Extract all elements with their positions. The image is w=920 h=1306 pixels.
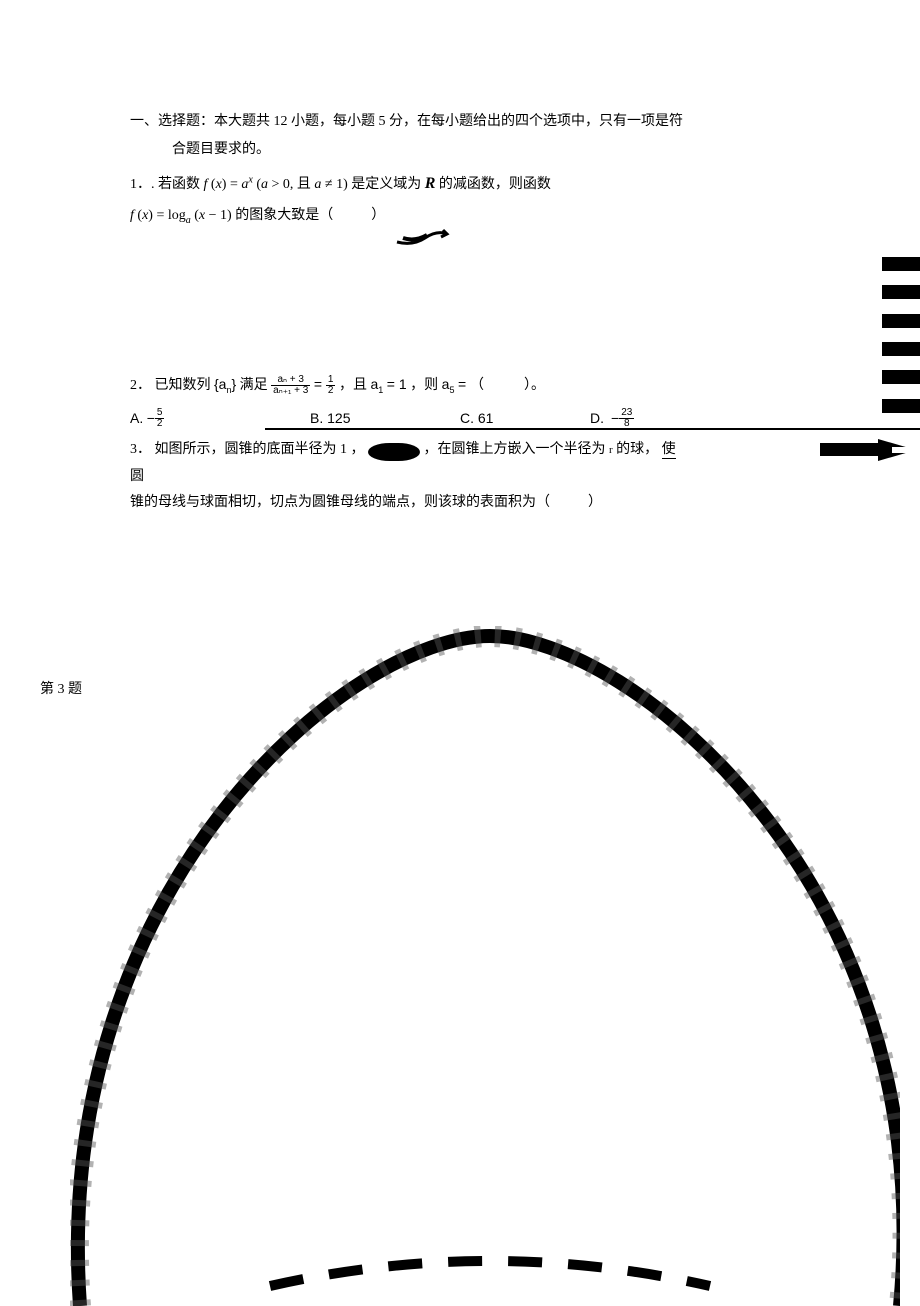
q1-pre: 若函数 [158, 177, 200, 192]
q2-eq: = [314, 376, 326, 392]
q2-a1eq: = 1 [387, 376, 407, 392]
q1-number: 1．. [130, 177, 155, 192]
section-title-line2: 合题目要求的。 [130, 138, 860, 162]
q1-mid: 是定义域为 [351, 177, 421, 192]
q2-mid1: 满足 [240, 378, 268, 393]
q1-and: 且 [297, 177, 311, 192]
q2-a-neg: − [147, 406, 155, 431]
q1-gt0: > 0, [268, 177, 293, 192]
q3-t3: ，在圆锥上方嵌入一个半径为 [424, 442, 606, 457]
question-3: 3． 如图所示，圆锥的底面半径为 1 ， ，在圆锥上方嵌入一个半径为 r 的球，… [130, 437, 860, 517]
q3-smudge [368, 443, 420, 461]
q2-underline-bar [265, 428, 920, 430]
q1-loga: a [186, 215, 191, 226]
q1-f: f [204, 177, 208, 192]
q2-pr: ）。 [524, 378, 545, 393]
q2-choices: A. − 5 2 B. 125 C. 61 D. − 23 8 [130, 406, 860, 431]
q2-c1: ，且 [339, 378, 367, 393]
q2-frac1: aₙ + 3 aₙ₊₁ + 3 [271, 375, 310, 396]
q2-a5eq: = [458, 376, 470, 392]
q1-expx: x [248, 174, 252, 185]
q1-tail2: ） [371, 208, 385, 223]
q2-pl: （ [470, 378, 484, 393]
q3-arrow-graphic [820, 437, 920, 463]
q2-half: 1 2 [326, 375, 336, 396]
q1-a2: a [261, 177, 268, 192]
q2-a-frac: 5 2 [155, 408, 165, 429]
q2-half-den: 2 [326, 386, 336, 396]
q3-t5: 使 [662, 442, 676, 459]
q1-rp3: ) [227, 208, 232, 223]
section-title-line1: 一、选择题：本大题共 12 小题，每小题 5 分，在每小题给出的四个选项中，只有… [130, 110, 860, 134]
q3-t1: 如图所示，圆锥的底面半径为 [155, 442, 337, 457]
q3-one: 1 [340, 442, 347, 457]
q3-number: 3． [130, 442, 151, 457]
q3-t2: ， [351, 442, 365, 457]
q3-l2b: 锥的母线与球面相切，切点为圆锥母线的端点，则该球的表面积为（ [130, 495, 550, 510]
q1-condr: ) [343, 177, 348, 192]
q3-r: r [609, 444, 613, 456]
q3-l2c: ） [588, 495, 602, 510]
q3-l2a: 圆 [130, 469, 144, 484]
q1-scribble-graphic [395, 228, 450, 246]
q2-a5sub: 5 [449, 384, 454, 394]
q2-a-den: 2 [155, 419, 165, 429]
q2-anr: } [231, 376, 236, 392]
question-1: 1．. 若函数 f (x) = ax (a > 0, 且 a ≠ 1) 是定义域… [130, 166, 860, 232]
q2-frac1-den: aₙ₊₁ + 3 [271, 386, 310, 396]
q1-eq: = [230, 177, 241, 192]
q3-diagram [70, 626, 900, 1306]
q2-a1sub: 1 [378, 384, 383, 394]
q3-t4: 的球， [616, 442, 658, 457]
q1-rp: ) [222, 177, 227, 192]
q1-f2: f [130, 208, 134, 223]
q1-m1: − 1 [205, 208, 227, 223]
q1-post: 的减函数，则函数 [439, 177, 551, 192]
q1-ne1: ≠ 1 [321, 177, 343, 192]
q2-a-label: A. [130, 406, 143, 431]
q2-c2: ，则 [410, 378, 438, 393]
question-2: 2． 已知数列 {an} 满足 aₙ + 3 aₙ₊₁ + 3 = 1 2 ，且… [130, 372, 860, 431]
q2-number: 2． [130, 378, 151, 393]
q1-R: R [425, 175, 436, 192]
q2-anl: {a [214, 376, 226, 392]
q1-eq2: = log [156, 208, 185, 223]
q2-pre: 已知数列 [155, 378, 211, 393]
q2-d-frac: 23 8 [619, 408, 634, 429]
q1-tail: 的图象大致是（ [235, 208, 333, 223]
q1-rp2: ) [148, 208, 153, 223]
right-margin-ticks [882, 250, 920, 420]
